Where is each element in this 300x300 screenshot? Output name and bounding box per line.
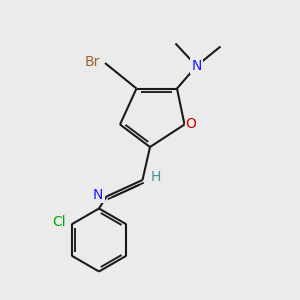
Text: O: O <box>186 118 196 131</box>
Text: Cl: Cl <box>52 215 66 229</box>
Text: N: N <box>93 188 104 202</box>
Text: Br: Br <box>84 55 100 68</box>
Text: H: H <box>151 170 161 184</box>
Text: N: N <box>191 59 202 73</box>
